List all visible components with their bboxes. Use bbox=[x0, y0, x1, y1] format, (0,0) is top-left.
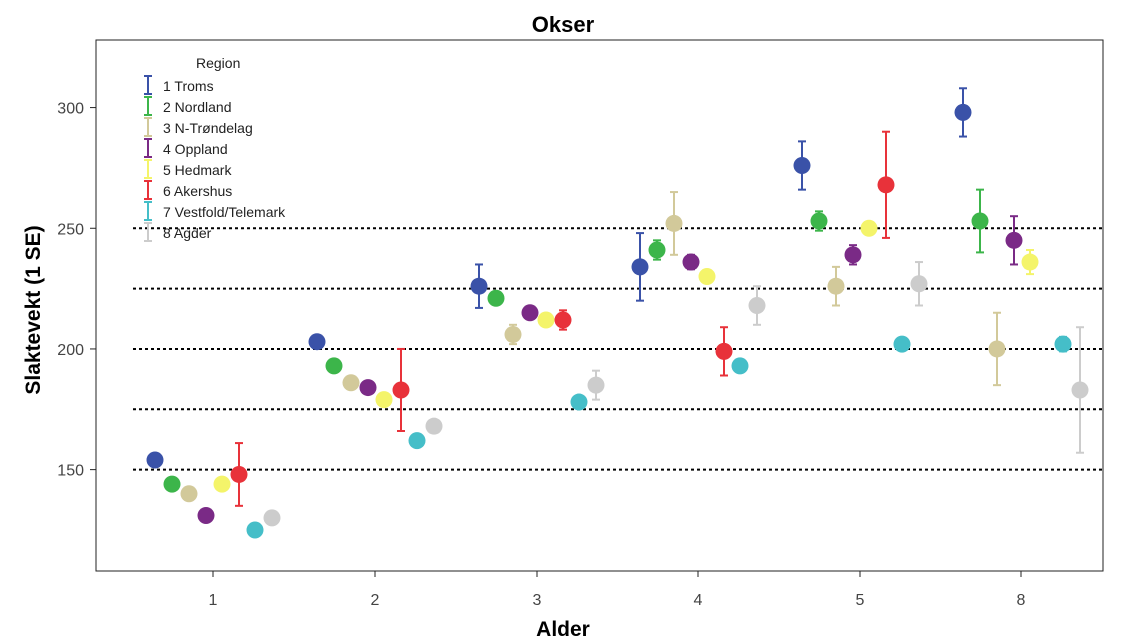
legend-label-8: 8 Agder bbox=[163, 225, 212, 241]
point-3-1 bbox=[180, 485, 198, 503]
point-8-1 bbox=[263, 509, 281, 527]
point-2-4 bbox=[648, 241, 666, 259]
point-4-3 bbox=[521, 304, 539, 322]
y-tick-label-200: 200 bbox=[57, 342, 84, 359]
point-2-8 bbox=[971, 212, 989, 230]
point-4-1 bbox=[197, 506, 215, 524]
point-3-8 bbox=[988, 340, 1006, 358]
legend-label-4: 4 Oppland bbox=[163, 141, 228, 157]
point-7-4 bbox=[731, 357, 749, 375]
point-3-4 bbox=[665, 214, 683, 232]
point-5-3 bbox=[537, 311, 555, 329]
point-1-3 bbox=[470, 277, 488, 295]
point-4-8 bbox=[1005, 231, 1023, 249]
point-8-4 bbox=[748, 297, 766, 314]
point-6-4 bbox=[715, 342, 733, 360]
point-6-1 bbox=[230, 465, 248, 483]
point-7-8 bbox=[1054, 335, 1072, 353]
point-3-2 bbox=[342, 374, 360, 392]
legend-item-2: 2 Nordland bbox=[144, 96, 232, 116]
point-8-2 bbox=[425, 417, 443, 435]
legend-label-2: 2 Nordland bbox=[163, 99, 232, 115]
x-axis-label: Alder bbox=[536, 618, 590, 641]
legend-item-4: 4 Oppland bbox=[144, 138, 228, 158]
y-axis-label: Slaktevekt (1 SE) bbox=[22, 225, 45, 395]
legend-label-5: 5 Hedmark bbox=[163, 162, 232, 178]
legend-item-3: 3 N-Trøndelag bbox=[144, 117, 253, 137]
point-4-5 bbox=[844, 246, 862, 264]
point-5-8 bbox=[1021, 253, 1039, 271]
x-tick-label-2: 2 bbox=[371, 592, 380, 609]
point-6-2 bbox=[392, 381, 410, 399]
legend-item-5: 5 Hedmark bbox=[144, 159, 232, 179]
point-8-3 bbox=[587, 376, 605, 394]
point-6-5 bbox=[877, 176, 895, 194]
x-tick-label-5: 5 bbox=[856, 592, 865, 609]
x-tick-label-4: 4 bbox=[694, 592, 703, 609]
x-tick-label-1: 1 bbox=[209, 592, 218, 609]
point-7-1 bbox=[246, 521, 264, 539]
axes bbox=[95, 39, 1104, 572]
point-8-8 bbox=[1071, 381, 1089, 399]
legend-item-7: 7 Vestfold/Telemark bbox=[144, 201, 286, 221]
y-tick-label-300: 300 bbox=[57, 101, 84, 118]
point-5-2 bbox=[375, 391, 393, 409]
point-6-3 bbox=[554, 311, 572, 329]
point-8-5 bbox=[910, 275, 928, 293]
data-points bbox=[146, 103, 1089, 539]
legend-item-8: 8 Agder bbox=[144, 222, 212, 242]
point-1-2 bbox=[308, 333, 326, 351]
point-2-2 bbox=[325, 357, 343, 375]
legend-label-1: 1 Troms bbox=[163, 78, 214, 94]
point-5-1 bbox=[213, 475, 231, 493]
legend-label-3: 3 N-Trøndelag bbox=[163, 120, 253, 136]
point-2-3 bbox=[487, 289, 505, 307]
point-7-2 bbox=[408, 432, 426, 450]
point-5-4 bbox=[698, 268, 716, 286]
legend: Region 1 Troms 2 Nordland 3 N-Trøndelag 4 O… bbox=[144, 55, 286, 242]
point-1-5 bbox=[793, 157, 811, 175]
chart-title: Okser bbox=[531, 12, 595, 37]
legend-item-1: 1 Troms bbox=[144, 75, 214, 95]
point-3-3 bbox=[504, 325, 522, 343]
point-5-5 bbox=[860, 219, 878, 237]
legend-item-6: 6 Akershus bbox=[144, 180, 232, 200]
point-7-5 bbox=[893, 335, 911, 353]
point-1-4 bbox=[631, 258, 649, 276]
point-4-2 bbox=[359, 379, 377, 397]
reference-lines bbox=[133, 227, 1103, 471]
legend-label-7: 7 Vestfold/Telemark bbox=[163, 204, 286, 220]
x-ticks: 1 2 3 4 5 8 bbox=[209, 571, 1026, 609]
point-4-4 bbox=[682, 253, 700, 271]
point-2-5 bbox=[810, 212, 828, 230]
error-bars bbox=[235, 87, 1084, 507]
point-2-1 bbox=[163, 475, 181, 493]
y-tick-label-150: 150 bbox=[57, 463, 84, 480]
point-7-3 bbox=[570, 393, 588, 411]
point-1-1 bbox=[146, 451, 164, 469]
x-tick-label-8: 8 bbox=[1017, 592, 1026, 609]
y-tick-label-250: 250 bbox=[57, 221, 84, 238]
point-3-5 bbox=[827, 277, 845, 295]
legend-label-6: 6 Akershus bbox=[163, 183, 232, 199]
legend-title: Region bbox=[196, 55, 240, 71]
x-tick-label-3: 3 bbox=[533, 592, 542, 609]
point-1-8 bbox=[954, 103, 972, 121]
y-ticks: 150 200 250 300 bbox=[57, 101, 96, 480]
